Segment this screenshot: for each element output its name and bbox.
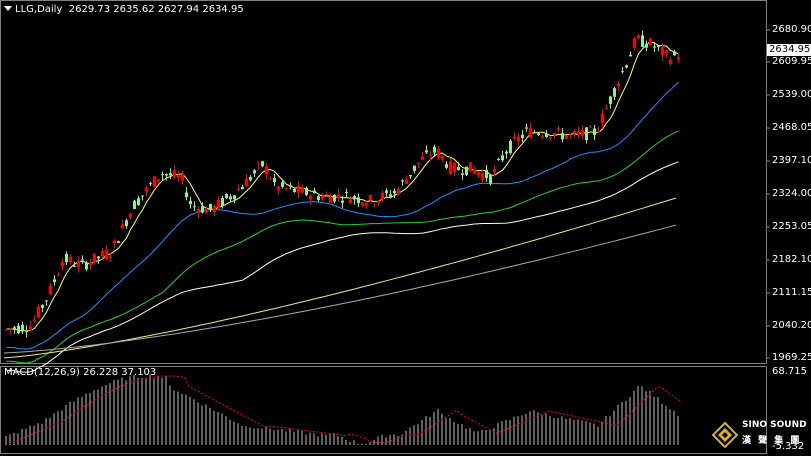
logo-title: SINO SOUND [742,420,807,430]
logo-subtitle: 漢 聲 集 團 [742,436,802,446]
price-tick-label: 2539.00 [772,89,811,100]
candlesticks [5,30,680,338]
price-tick-label: 2324.00 [772,188,811,199]
main-pane-frame [0,0,767,364]
price-tick-label: 2111.15 [772,287,811,298]
axis-ticks [766,29,770,359]
ohlc-values: 2629.73 2635.62 2627.94 2634.95 [68,4,244,15]
macd-pane-frame [0,366,767,454]
macd-label: MACD(12,26,9) 26.228 37.103 [4,367,157,378]
price-tick-label: 2182.10 [772,254,811,265]
symbol-timeframe: LLG,Daily [15,4,63,15]
price-tick-label: 2680.90 [772,24,811,35]
price-tick-label: 2040.20 [772,320,811,331]
sino-sound-logo: SINO SOUND 漢 聲 集 團 [712,418,808,454]
current-price-badge: 2634.95 [767,44,811,56]
price-tick-label: 2253.05 [772,221,811,232]
dropdown-triangle-icon[interactable] [4,6,12,11]
price-tick-label: 2609.95 [772,56,811,67]
price-tick-label: 2397.10 [772,155,811,166]
price-tick-label: 2468.05 [772,122,811,133]
macd-axis-bottom: -5.332 [772,441,805,452]
diamond-logo-icon [712,422,738,448]
moving-averages [3,40,679,373]
macd-histogram [5,374,682,445]
price-tick-label: 1969.25 [772,352,811,363]
macd-axis-top: 68.715 [772,366,807,377]
chart-header[interactable]: LLG,Daily 2629.73 2635.62 2627.94 2634.9… [4,4,244,15]
